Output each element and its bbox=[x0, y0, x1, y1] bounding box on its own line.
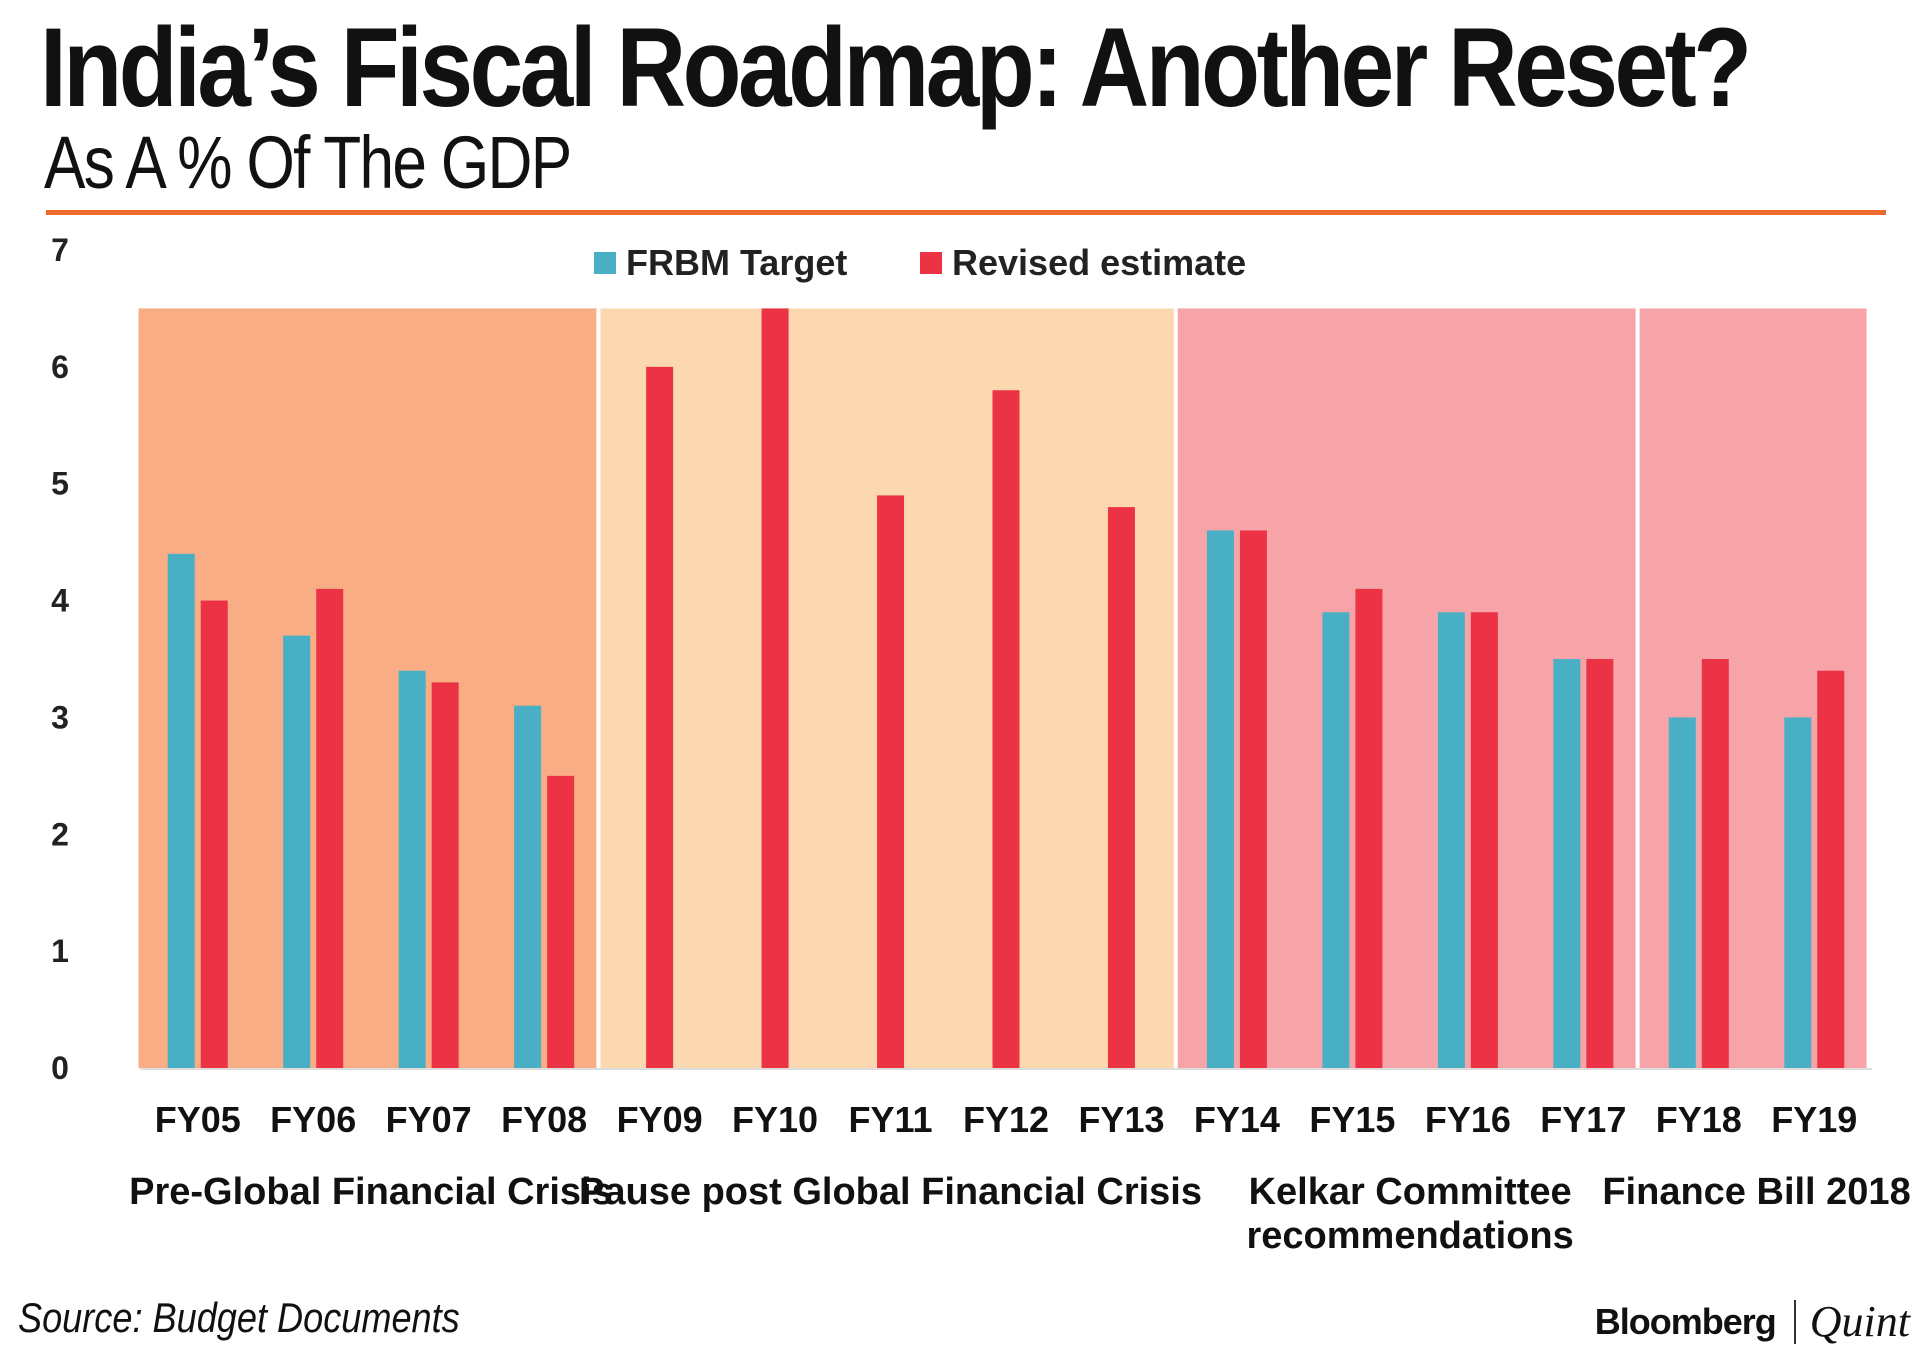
legend-swatch-1 bbox=[920, 252, 942, 274]
bar-revised-fy16 bbox=[1470, 612, 1498, 1068]
y-tick-label: 3 bbox=[51, 699, 69, 735]
brand-divider bbox=[1793, 1299, 1796, 1344]
x-tick-label: FY18 bbox=[1656, 1099, 1742, 1140]
bar-frbm-fy17 bbox=[1553, 659, 1581, 1068]
y-tick-label: 4 bbox=[51, 583, 69, 619]
brand-logo: Bloomberg Quint bbox=[1595, 1296, 1910, 1347]
y-tick-label: 6 bbox=[51, 349, 69, 385]
x-tick-label: FY11 bbox=[849, 1099, 933, 1140]
bar-revised-fy08 bbox=[547, 775, 575, 1068]
legend-swatch-0 bbox=[594, 252, 616, 274]
bar-revised-fy15 bbox=[1355, 588, 1383, 1068]
bar-revised-fy09 bbox=[646, 366, 674, 1068]
y-tick-label: 0 bbox=[51, 1050, 69, 1086]
bar-revised-fy17 bbox=[1586, 659, 1614, 1068]
x-tick-label: FY07 bbox=[386, 1099, 472, 1140]
x-tick-label: FY06 bbox=[270, 1099, 356, 1140]
x-tick-label: FY13 bbox=[1078, 1099, 1164, 1140]
y-tick-label: 2 bbox=[51, 816, 69, 852]
bar-frbm-fy18 bbox=[1668, 717, 1696, 1068]
y-tick-label: 7 bbox=[51, 232, 69, 268]
x-tick-label: FY09 bbox=[617, 1099, 703, 1140]
x-tick-label: FY17 bbox=[1540, 1099, 1626, 1140]
bar-frbm-fy15 bbox=[1322, 612, 1350, 1068]
y-tick-label: 5 bbox=[51, 466, 69, 502]
chart-title: India’s Fiscal Roadmap: Another Reset? bbox=[40, 5, 1752, 130]
bar-frbm-fy08 bbox=[514, 705, 542, 1068]
x-tick-label: FY14 bbox=[1194, 1099, 1280, 1140]
bar-frbm-fy05 bbox=[167, 553, 195, 1068]
x-tick-label: FY10 bbox=[732, 1099, 818, 1140]
era-label-0: Pre-Global Financial Crisis bbox=[129, 1171, 613, 1213]
bar-revised-fy07 bbox=[431, 682, 459, 1068]
bar-revised-fy11 bbox=[877, 495, 905, 1068]
era-label-3: Finance Bill 2018 bbox=[1602, 1171, 1910, 1213]
bar-frbm-fy07 bbox=[398, 670, 426, 1068]
bar-frbm-fy06 bbox=[283, 635, 311, 1068]
title-rule bbox=[46, 210, 1886, 215]
bar-revised-fy13 bbox=[1107, 507, 1135, 1069]
x-tick-label: FY08 bbox=[501, 1099, 587, 1140]
bar-frbm-fy14 bbox=[1206, 530, 1234, 1068]
bar-revised-fy18 bbox=[1701, 659, 1729, 1068]
bar-revised-fy10 bbox=[761, 308, 789, 1068]
brand-primary: Bloomberg bbox=[1594, 1300, 1777, 1342]
legend-label-1: Revised estimate bbox=[952, 242, 1246, 283]
x-tick-label: FY15 bbox=[1309, 1099, 1395, 1140]
bar-revised-fy19 bbox=[1817, 670, 1845, 1068]
chart-subtitle: As A % Of The GDP bbox=[44, 121, 572, 204]
x-tick-label: FY12 bbox=[963, 1099, 1049, 1140]
bar-revised-fy05 bbox=[200, 600, 228, 1068]
brand-secondary: Quint bbox=[1809, 1297, 1910, 1346]
x-tick-label: FY19 bbox=[1771, 1099, 1857, 1140]
y-tick-label: 1 bbox=[51, 933, 69, 969]
bar-frbm-fy19 bbox=[1784, 717, 1812, 1068]
era-label-1: Pause post Global Financial Crisis bbox=[579, 1171, 1202, 1213]
bar-revised-fy14 bbox=[1239, 530, 1267, 1068]
bar-frbm-fy16 bbox=[1437, 612, 1465, 1068]
x-tick-label: FY05 bbox=[155, 1099, 241, 1140]
legend-label-0: FRBM Target bbox=[626, 242, 847, 283]
source-note: Source: Budget Documents bbox=[18, 1294, 460, 1341]
bar-revised-fy12 bbox=[992, 390, 1020, 1068]
era-label-2: Kelkar Committee recommendations bbox=[1246, 1171, 1573, 1257]
x-tick-label: FY16 bbox=[1425, 1099, 1511, 1140]
bar-revised-fy06 bbox=[316, 588, 344, 1068]
